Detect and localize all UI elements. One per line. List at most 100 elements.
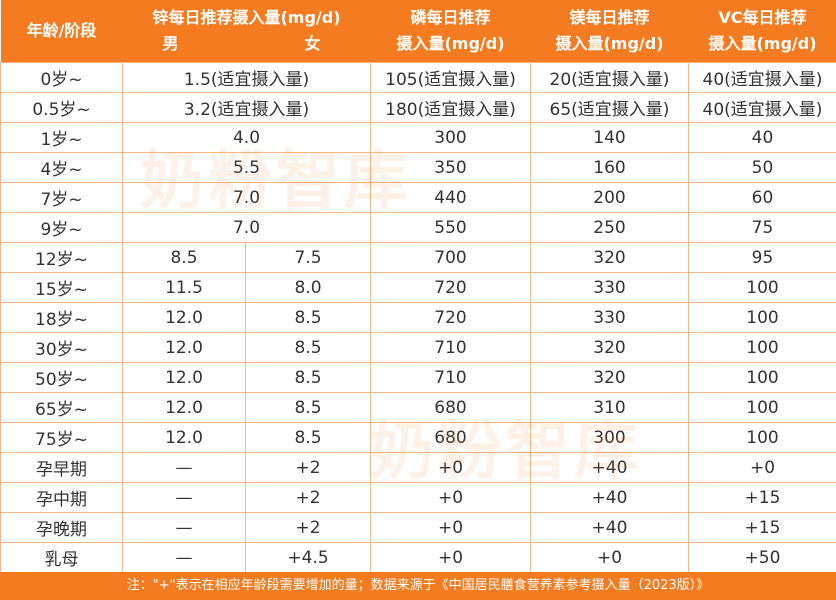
value-cell: +50 — [688, 542, 836, 573]
value-cell: 8.5 — [122, 242, 246, 273]
table-row: 50岁~ 12.0 8.5 710 320 100 — [0, 362, 836, 393]
value-cell: 8.0 — [245, 272, 371, 303]
value-cell: 550 — [370, 212, 531, 243]
header-sub: 男女 — [123, 31, 371, 57]
value-cell: 12.0 — [122, 392, 246, 423]
value-cell: +15 — [688, 512, 836, 543]
value-cell: +40 — [530, 452, 689, 483]
value-cell: 5.5 — [122, 152, 371, 183]
table-head: 年龄/阶段 锌每日推荐摄入量(mg/d) 男女 磷每日推荐摄入量(mg/d) 镁… — [0, 0, 836, 63]
value-cell: +2 — [245, 482, 371, 513]
value-cell: +0 — [530, 542, 689, 573]
value-cell: 680 — [370, 392, 531, 423]
value-cell: 1.5(适宜摄入量) — [122, 62, 371, 93]
header-cell: 年龄/阶段 — [0, 0, 123, 63]
table-row: 0岁~ 1.5(适宜摄入量) 105(适宜摄入量) 20(适宜摄入量) 40(适宜摄入量… — [0, 62, 836, 93]
value-cell: 75 — [688, 212, 836, 243]
header-text: 女 — [304, 34, 321, 53]
table-row: 0.5岁~ 3.2(适宜摄入量) 180(适宜摄入量) 65(适宜摄入量) 40(适宜摄… — [0, 92, 836, 123]
value-cell: 8.5 — [245, 302, 371, 333]
value-cell: 40(适宜摄入量) — [688, 92, 836, 123]
value-cell: 100 — [688, 332, 836, 363]
value-cell: 330 — [530, 302, 689, 333]
table-row: 12岁~ 8.5 7.5 700 320 95 — [0, 242, 836, 273]
value-cell: 65(适宜摄入量) — [530, 92, 689, 123]
value-cell: 700 — [370, 242, 531, 273]
value-cell: 4.0 — [122, 122, 371, 153]
value-cell: +4.5 — [245, 542, 371, 573]
value-cell: 710 — [370, 362, 531, 393]
table-row: 乳母 — +4.5 +0 +0 +50 — [0, 542, 836, 573]
age-cell: 18岁~ — [0, 302, 123, 333]
value-cell: 440 — [370, 182, 531, 213]
value-cell: 300 — [530, 422, 689, 453]
value-cell: 7.5 — [245, 242, 371, 273]
value-cell: 7.0 — [122, 182, 371, 213]
value-cell: +15 — [688, 482, 836, 513]
header-cell: 锌每日推荐摄入量(mg/d) 男女 — [122, 0, 371, 63]
value-cell: 320 — [530, 332, 689, 363]
value-cell: 8.5 — [245, 332, 371, 363]
value-cell: 720 — [370, 272, 531, 303]
age-cell: 孕中期 — [0, 482, 123, 513]
value-cell: 320 — [530, 362, 689, 393]
header-text: 摄入量(mg/d) — [555, 34, 664, 53]
value-cell: 12.0 — [122, 332, 246, 363]
age-cell: 1岁~ — [0, 122, 123, 153]
age-cell: 15岁~ — [0, 272, 123, 303]
table-row: 75岁~ 12.0 8.5 680 300 100 — [0, 422, 836, 453]
header-text: 摄入量(mg/d) — [396, 34, 505, 53]
value-cell: 100 — [688, 362, 836, 393]
table-row: 孕晚期 — +2 +0 +40 +15 — [0, 512, 836, 543]
age-cell: 孕早期 — [0, 452, 123, 483]
footer-note: 注："+"表示在相应年龄段需要增加的量；数据来源于《中国居民膳食营养素参考摄入量… — [0, 572, 836, 600]
value-cell: +40 — [530, 482, 689, 513]
value-cell: 50 — [688, 152, 836, 183]
value-cell: +0 — [370, 512, 531, 543]
value-cell: +0 — [370, 542, 531, 573]
header-text: 磷每日推荐 — [410, 8, 491, 27]
age-cell: 7岁~ — [0, 182, 123, 213]
table-row: 65岁~ 12.0 8.5 680 310 100 — [0, 392, 836, 423]
value-cell: +0 — [370, 452, 531, 483]
age-cell: 9岁~ — [0, 212, 123, 243]
table-row: 1岁~ 4.0 300 140 40 — [0, 122, 836, 153]
table-row: 9岁~ 7.0 550 250 75 — [0, 212, 836, 243]
age-cell: 0岁~ — [0, 62, 123, 93]
value-cell: — — [122, 542, 246, 573]
value-cell: +2 — [245, 452, 371, 483]
value-cell: 40(适宜摄入量) — [688, 62, 836, 93]
value-cell: 95 — [688, 242, 836, 273]
value-cell: 300 — [370, 122, 531, 153]
age-cell: 孕晚期 — [0, 512, 123, 543]
value-cell: 20(适宜摄入量) — [530, 62, 689, 93]
table-body: 0岁~ 1.5(适宜摄入量) 105(适宜摄入量) 20(适宜摄入量) 40(适宜摄入量… — [0, 62, 836, 573]
header-row: 年龄/阶段 锌每日推荐摄入量(mg/d) 男女 磷每日推荐摄入量(mg/d) 镁… — [0, 0, 836, 63]
value-cell: — — [122, 452, 246, 483]
age-cell: 4岁~ — [0, 152, 123, 183]
value-cell: 200 — [530, 182, 689, 213]
value-cell: 160 — [530, 152, 689, 183]
header-text: 锌每日推荐摄入量(mg/d) — [152, 8, 341, 27]
value-cell: — — [122, 512, 246, 543]
age-cell: 乳母 — [0, 542, 123, 573]
age-cell: 12岁~ — [0, 242, 123, 273]
value-cell: 105(适宜摄入量) — [370, 62, 531, 93]
value-cell: 250 — [530, 212, 689, 243]
value-cell: 720 — [370, 302, 531, 333]
header-text: VC每日推荐 — [718, 8, 807, 27]
value-cell: 100 — [688, 302, 836, 333]
header-cell: 镁每日推荐 摄入量(mg/d) — [530, 0, 689, 63]
value-cell: 40 — [688, 122, 836, 153]
value-cell: 7.0 — [122, 212, 371, 243]
value-cell: 330 — [530, 272, 689, 303]
age-cell: 75岁~ — [0, 422, 123, 453]
value-cell: 8.5 — [245, 422, 371, 453]
value-cell: +0 — [370, 482, 531, 513]
value-cell: 12.0 — [122, 362, 246, 393]
header-cell: VC每日推荐 摄入量(mg/d) — [688, 0, 836, 63]
table-row: 孕中期 — +2 +0 +40 +15 — [0, 482, 836, 513]
value-cell: 100 — [688, 422, 836, 453]
value-cell: 100 — [688, 392, 836, 423]
value-cell: 350 — [370, 152, 531, 183]
